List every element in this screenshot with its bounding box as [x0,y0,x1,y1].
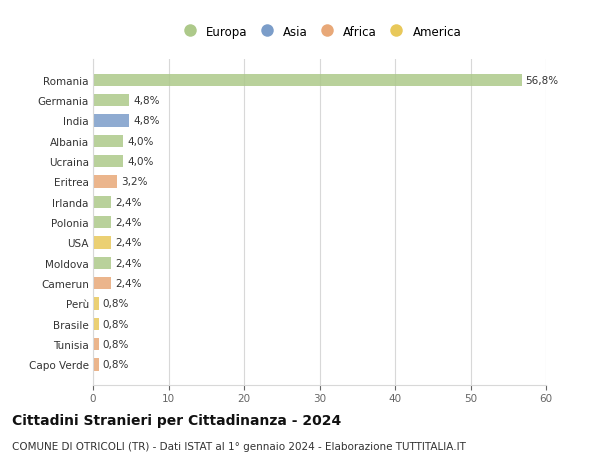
Bar [93,156,123,168]
Text: 56,8%: 56,8% [526,76,559,85]
Text: 2,4%: 2,4% [115,218,142,228]
Text: Cittadini Stranieri per Cittadinanza - 2024: Cittadini Stranieri per Cittadinanza - 2… [12,413,341,427]
Text: 4,0%: 4,0% [127,136,154,146]
Bar [93,277,111,290]
Bar [93,237,111,249]
Text: 2,4%: 2,4% [115,258,142,268]
Bar [93,338,99,351]
Text: 0,8%: 0,8% [103,339,129,349]
Bar [93,318,99,330]
Text: 2,4%: 2,4% [115,197,142,207]
Text: 0,8%: 0,8% [103,360,129,369]
Bar [93,298,99,310]
Bar [93,217,111,229]
Bar [93,115,129,127]
Text: 3,2%: 3,2% [121,177,148,187]
Bar [93,135,123,147]
Legend: Europa, Asia, Africa, America: Europa, Asia, Africa, America [175,23,464,41]
Text: 4,8%: 4,8% [133,96,160,106]
Text: 0,8%: 0,8% [103,299,129,309]
Text: 4,8%: 4,8% [133,116,160,126]
Bar [93,176,117,188]
Bar [93,74,522,87]
Text: 2,4%: 2,4% [115,238,142,248]
Bar [93,196,111,208]
Bar [93,257,111,269]
Bar [93,358,99,371]
Bar [93,95,129,107]
Text: 2,4%: 2,4% [115,279,142,288]
Text: COMUNE DI OTRICOLI (TR) - Dati ISTAT al 1° gennaio 2024 - Elaborazione TUTTITALI: COMUNE DI OTRICOLI (TR) - Dati ISTAT al … [12,441,466,451]
Text: 0,8%: 0,8% [103,319,129,329]
Text: 4,0%: 4,0% [127,157,154,167]
